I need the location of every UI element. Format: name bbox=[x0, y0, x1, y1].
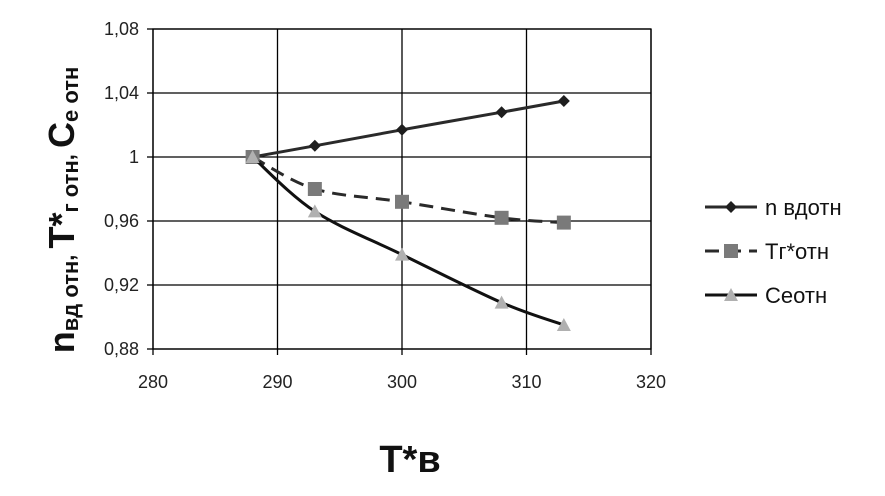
x-tick-label: 310 bbox=[511, 372, 541, 392]
data-point-triangle bbox=[556, 318, 571, 331]
x-tick-label: 300 bbox=[387, 372, 417, 392]
data-point-triangle bbox=[307, 204, 322, 218]
legend-label-1: n вдотн bbox=[765, 195, 842, 220]
y-label-n: n bbox=[41, 331, 82, 353]
data-point-square bbox=[556, 215, 571, 230]
data-point-diamond bbox=[495, 106, 508, 119]
y-tick-label: 0,96 bbox=[104, 211, 139, 231]
data-point-square bbox=[395, 194, 409, 209]
data-point-diamond bbox=[557, 95, 570, 107]
y-label-c-sub: е отн bbox=[58, 67, 83, 122]
y-tick-label: 0,88 bbox=[104, 339, 139, 359]
x-tick-label: 290 bbox=[262, 372, 292, 392]
x-tick-label: 320 bbox=[636, 372, 666, 392]
data-point-square bbox=[307, 182, 322, 196]
data-point-triangle bbox=[395, 247, 409, 261]
data-point-square bbox=[494, 210, 509, 225]
y-tick-label: 1,08 bbox=[104, 19, 139, 39]
legend-marker-triangle bbox=[724, 288, 738, 301]
series-line-2 bbox=[251, 155, 564, 225]
series-line-1 bbox=[252, 99, 565, 159]
y-label-c: C bbox=[41, 122, 82, 148]
y-label-sep2: , bbox=[54, 148, 79, 160]
data-point-diamond bbox=[308, 139, 321, 152]
data-point-triangle bbox=[494, 295, 509, 309]
y-label-t: T* bbox=[41, 212, 82, 248]
y-label-n-sub: вд отн bbox=[58, 261, 83, 332]
y-tick-label: 0,92 bbox=[104, 275, 139, 295]
data-point-diamond bbox=[396, 123, 408, 136]
y-tick-label: 1 bbox=[129, 147, 139, 167]
legend-label-3: Сеотн bbox=[765, 283, 827, 308]
y-label-t-sub: г отн bbox=[58, 160, 83, 212]
y-tick-label: 1,04 bbox=[104, 83, 139, 103]
y-axis-label: nвд отн, T*г отн, Cе отн bbox=[41, 67, 83, 354]
plot-frame bbox=[152, 28, 652, 350]
x-tick-label: 280 bbox=[138, 372, 168, 392]
x-axis-label: T*в bbox=[379, 439, 440, 481]
data-point-triangle bbox=[245, 150, 260, 163]
legend-marker-square bbox=[724, 244, 738, 258]
legend-label-2: Тг*отн bbox=[765, 239, 829, 264]
y-label-sep1: , bbox=[54, 248, 79, 260]
legend-marker-diamond bbox=[725, 201, 737, 213]
